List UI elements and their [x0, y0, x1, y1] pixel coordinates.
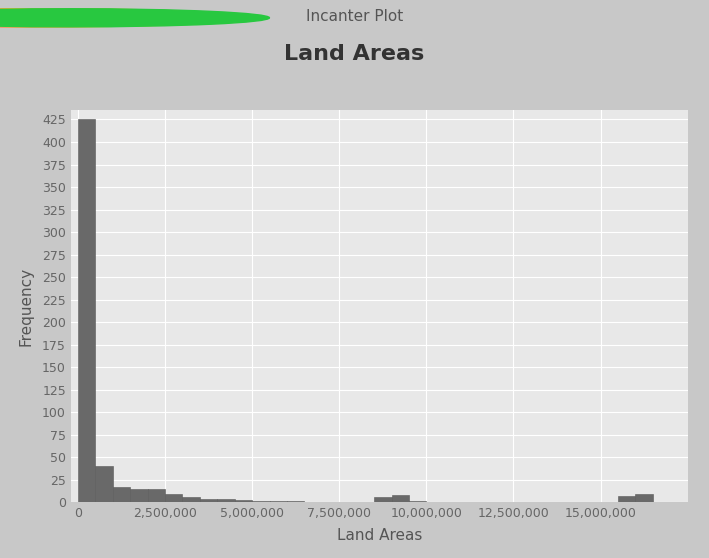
Bar: [635, 494, 653, 502]
Bar: [269, 501, 287, 502]
Bar: [409, 501, 426, 502]
Bar: [182, 497, 200, 502]
Bar: [113, 487, 130, 502]
Y-axis label: Frequency: Frequency: [19, 267, 34, 346]
Bar: [235, 501, 252, 502]
Circle shape: [0, 9, 269, 27]
Bar: [130, 489, 147, 502]
Bar: [165, 494, 182, 502]
X-axis label: Land Areas: Land Areas: [337, 528, 422, 543]
Text: Incanter Plot: Incanter Plot: [306, 9, 403, 23]
Bar: [217, 499, 235, 502]
Bar: [287, 501, 304, 502]
Bar: [391, 495, 409, 502]
Bar: [78, 119, 95, 502]
Bar: [374, 497, 391, 502]
Bar: [147, 489, 165, 502]
Bar: [618, 496, 635, 502]
Circle shape: [0, 9, 227, 27]
Bar: [252, 501, 269, 502]
Text: Land Areas: Land Areas: [284, 44, 425, 64]
Bar: [95, 466, 113, 502]
Circle shape: [0, 9, 248, 27]
Bar: [200, 499, 217, 502]
